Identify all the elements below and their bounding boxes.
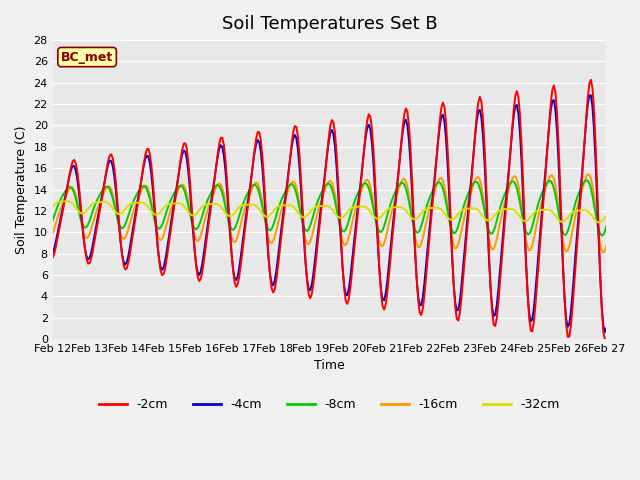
- Title: Soil Temperatures Set B: Soil Temperatures Set B: [221, 15, 437, 33]
- Text: BC_met: BC_met: [61, 50, 113, 63]
- X-axis label: Time: Time: [314, 360, 345, 372]
- Y-axis label: Soil Temperature (C): Soil Temperature (C): [15, 125, 28, 254]
- Legend: -2cm, -4cm, -8cm, -16cm, -32cm: -2cm, -4cm, -8cm, -16cm, -32cm: [94, 394, 565, 416]
